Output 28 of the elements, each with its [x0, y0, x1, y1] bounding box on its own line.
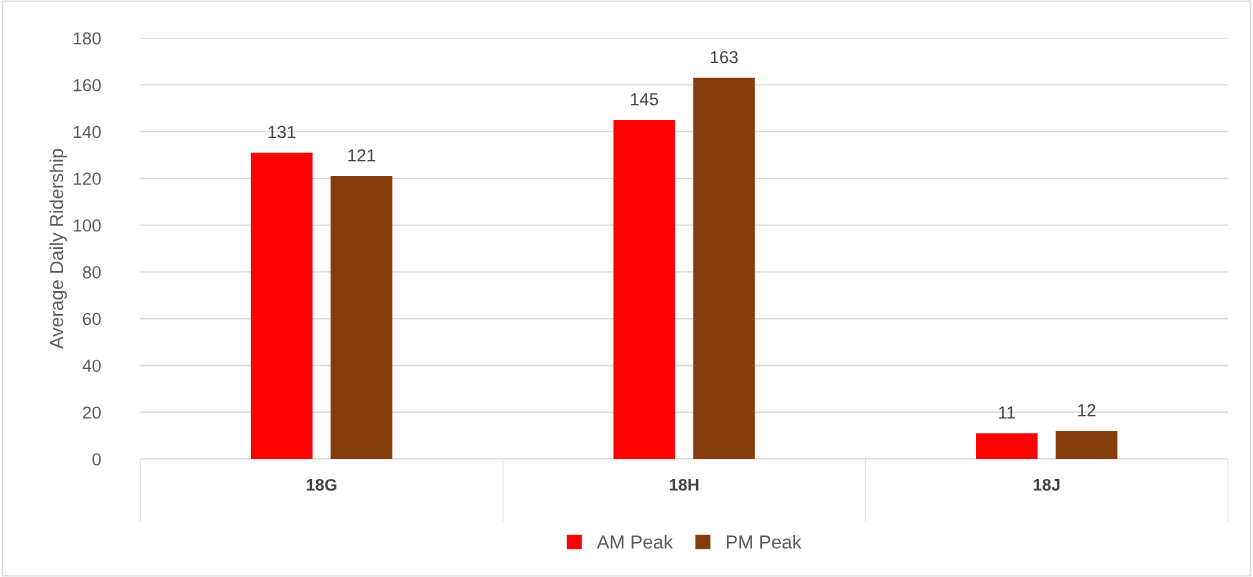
bar [250, 152, 313, 459]
y-axis-title: Average Daily Ridership [49, 148, 67, 349]
x-tick-label: 18J [1033, 478, 1060, 491]
x-tick-label: 18G [306, 478, 337, 491]
y-tick-label: 180 [73, 32, 101, 45]
y-tick-label: 20 [83, 406, 101, 419]
bar [975, 433, 1038, 459]
y-tick-label: 60 [83, 312, 101, 326]
data-label: 12 [1078, 404, 1096, 417]
y-tick-label: 120 [73, 172, 101, 185]
bar [1055, 430, 1118, 459]
x-tick-label: 18H [669, 478, 699, 491]
legend-label: PM Peak [726, 534, 802, 549]
bar [693, 77, 755, 459]
data-label: 163 [710, 51, 738, 64]
y-tick-label: 100 [73, 219, 101, 232]
data-label: 11 [999, 406, 1015, 419]
legend-label: AM Peak [596, 534, 673, 549]
bar [613, 119, 676, 459]
data-label: 145 [631, 93, 659, 106]
y-tick-label: 140 [73, 125, 101, 139]
y-tick-label: 0 [92, 453, 101, 466]
data-label: 121 [348, 149, 376, 162]
data-label: 131 [268, 125, 296, 139]
y-tick-label: 80 [82, 266, 101, 279]
y-tick-label: 160 [73, 79, 101, 92]
bar [330, 176, 393, 459]
y-tick-label: 40 [82, 359, 101, 372]
